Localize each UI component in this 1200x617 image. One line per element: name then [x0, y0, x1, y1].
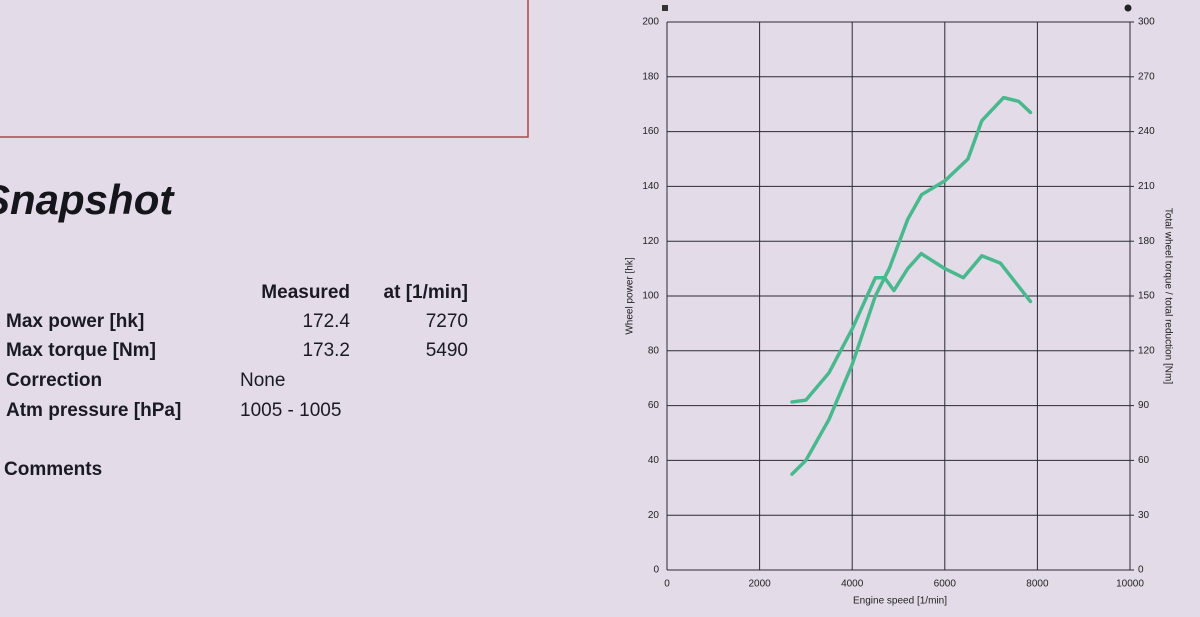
row-label: Atm pressure [hPa] — [6, 400, 181, 421]
y-tick-label: 160 — [642, 126, 659, 137]
y2-tick-label: 150 — [1138, 291, 1155, 302]
y-tick-label: 0 — [653, 565, 659, 576]
heading: Snapshot — [0, 176, 175, 223]
cell: 7270 — [426, 311, 468, 332]
y2-tick-label: 30 — [1138, 510, 1150, 521]
row-label: Max power [hk] — [6, 311, 144, 332]
x-tick-label: 2000 — [748, 579, 771, 590]
y2-tick-label: 90 — [1138, 400, 1150, 411]
y2-tick-label: 210 — [1138, 181, 1155, 192]
cell: 173.2 — [302, 340, 350, 361]
y-tick-label: 140 — [642, 181, 659, 192]
x-tick-label: 8000 — [1026, 579, 1049, 590]
y2-tick-label: 300 — [1138, 17, 1155, 28]
y2-tick-label: 240 — [1138, 126, 1155, 137]
x-axis-label: Engine speed [1/min] — [853, 596, 947, 607]
y2-tick-label: 270 — [1138, 71, 1155, 82]
col-header: Measured — [261, 282, 350, 303]
series-line — [790, 251, 1033, 404]
series-line — [790, 95, 1033, 476]
left-axis-symbol — [662, 5, 668, 11]
y2-tick-label: 60 — [1138, 455, 1150, 466]
y-tick-label: 180 — [642, 71, 659, 82]
row-label: Correction — [6, 370, 102, 391]
y-tick-label: 120 — [642, 236, 659, 247]
y-tick-label: 20 — [648, 510, 660, 521]
x-tick-label: 6000 — [934, 579, 957, 590]
comments-label: Comments — [4, 459, 102, 480]
y2-tick-label: 120 — [1138, 345, 1155, 356]
y-tick-label: 40 — [648, 455, 660, 466]
cell: None — [240, 370, 285, 391]
y2-axis-label: Total wheel torque / total reduction [Nm… — [1162, 208, 1173, 384]
row-label: Max torque [Nm] — [6, 340, 156, 361]
x-tick-label: 4000 — [841, 579, 864, 590]
y-tick-label: 80 — [648, 345, 660, 356]
y2-tick-label: 0 — [1138, 565, 1144, 576]
col-header: at [1/min] — [384, 282, 468, 303]
x-tick-label: 10000 — [1116, 579, 1144, 590]
y-tick-label: 60 — [648, 400, 660, 411]
y2-tick-label: 180 — [1138, 236, 1155, 247]
y-tick-label: 100 — [642, 291, 659, 302]
x-tick-label: 0 — [664, 579, 670, 590]
cell: 5490 — [426, 340, 468, 361]
cell: 1005 - 1005 — [240, 400, 341, 421]
y-tick-label: 200 — [642, 17, 659, 28]
frame-box — [0, 0, 529, 138]
cell: 172.4 — [302, 311, 350, 332]
right-axis-symbol — [1124, 4, 1132, 12]
y-axis-label: Wheel power [hk] — [625, 257, 636, 334]
